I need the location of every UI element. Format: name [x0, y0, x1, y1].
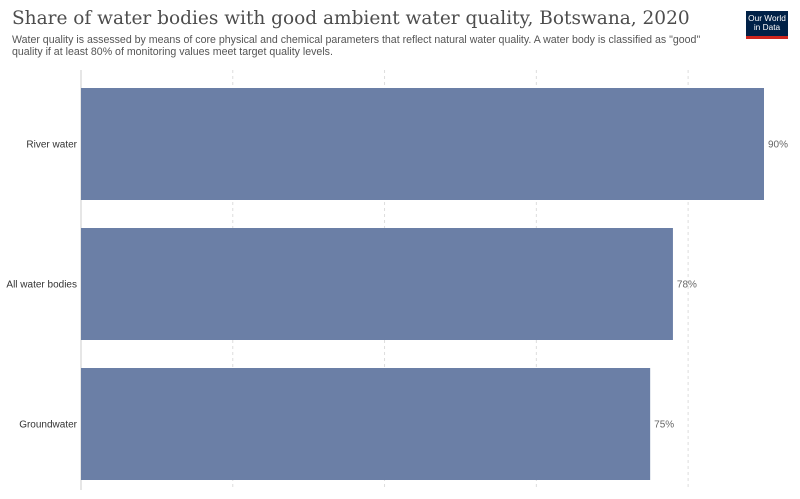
owid-logo[interactable]: Our World in Data	[746, 11, 788, 39]
bars	[81, 88, 764, 480]
chart-title: Share of water bodies with good ambient …	[12, 8, 690, 29]
bar[interactable]	[81, 228, 673, 340]
bar[interactable]	[81, 88, 764, 200]
labels: River water 90% All water bodies 78% Groundw…	[6, 140, 788, 431]
value-label: 75%	[654, 420, 674, 431]
category-label: River water	[26, 140, 77, 151]
category-label: Groundwater	[19, 420, 77, 431]
category-label: All water bodies	[6, 280, 77, 291]
logo-line-2: in Data	[753, 22, 781, 32]
logo-line-1: Our World	[748, 13, 786, 23]
value-label: 78%	[677, 280, 697, 291]
bar[interactable]	[81, 368, 651, 480]
chart-subtitle: Water quality is assessed by means of co…	[12, 34, 701, 58]
value-label: 90%	[768, 140, 788, 151]
